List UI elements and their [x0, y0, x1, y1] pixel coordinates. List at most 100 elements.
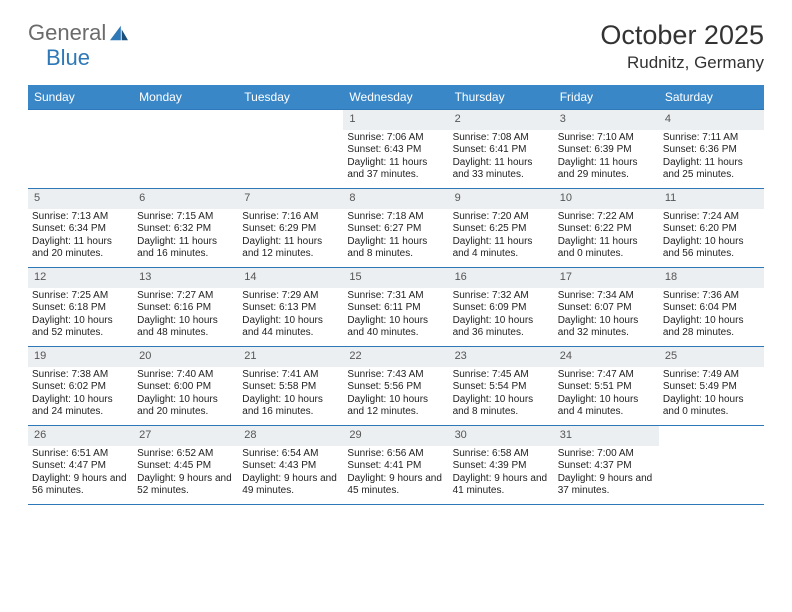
day-number: 27	[133, 426, 238, 446]
day-cell	[659, 426, 764, 504]
daylight-text: Daylight: 10 hours and 12 minutes.	[347, 394, 444, 419]
day-body: Sunrise: 7:40 AMSunset: 6:00 PMDaylight:…	[133, 367, 238, 423]
daylight-text: Daylight: 11 hours and 8 minutes.	[347, 236, 444, 261]
day-number: 6	[133, 189, 238, 209]
day-body: Sunrise: 7:13 AMSunset: 6:34 PMDaylight:…	[28, 209, 133, 265]
sunrise-text: Sunrise: 7:34 AM	[558, 290, 655, 303]
day-body: Sunrise: 7:45 AMSunset: 5:54 PMDaylight:…	[449, 367, 554, 423]
day-body: Sunrise: 7:43 AMSunset: 5:56 PMDaylight:…	[343, 367, 448, 423]
logo-text-general: General	[28, 20, 106, 46]
day-cell: 27Sunrise: 6:52 AMSunset: 4:45 PMDayligh…	[133, 426, 238, 504]
day-cell: 24Sunrise: 7:47 AMSunset: 5:51 PMDayligh…	[554, 347, 659, 425]
sunrise-text: Sunrise: 7:22 AM	[558, 211, 655, 224]
day-cell: 29Sunrise: 6:56 AMSunset: 4:41 PMDayligh…	[343, 426, 448, 504]
sunset-text: Sunset: 6:43 PM	[347, 144, 444, 157]
month-year: October 2025	[600, 20, 764, 51]
day-cell: 19Sunrise: 7:38 AMSunset: 6:02 PMDayligh…	[28, 347, 133, 425]
day-cell: 8Sunrise: 7:18 AMSunset: 6:27 PMDaylight…	[343, 189, 448, 267]
sunset-text: Sunset: 6:20 PM	[663, 223, 760, 236]
daylight-text: Daylight: 10 hours and 56 minutes.	[663, 236, 760, 261]
day-number: 9	[449, 189, 554, 209]
day-number: 10	[554, 189, 659, 209]
day-cell: 25Sunrise: 7:49 AMSunset: 5:49 PMDayligh…	[659, 347, 764, 425]
day-number: 19	[28, 347, 133, 367]
daylight-text: Daylight: 9 hours and 52 minutes.	[137, 473, 234, 498]
dayname-row: Sunday Monday Tuesday Wednesday Thursday…	[28, 85, 764, 109]
daylight-text: Daylight: 10 hours and 40 minutes.	[347, 315, 444, 340]
daylight-text: Daylight: 11 hours and 12 minutes.	[242, 236, 339, 261]
sunset-text: Sunset: 4:47 PM	[32, 460, 129, 473]
daylight-text: Daylight: 10 hours and 36 minutes.	[453, 315, 550, 340]
sunrise-text: Sunrise: 6:54 AM	[242, 448, 339, 461]
logo-sail-icon	[108, 24, 130, 42]
logo: General	[28, 20, 132, 46]
sunset-text: Sunset: 6:11 PM	[347, 302, 444, 315]
sunset-text: Sunset: 6:04 PM	[663, 302, 760, 315]
sunset-text: Sunset: 4:45 PM	[137, 460, 234, 473]
day-cell	[238, 110, 343, 188]
sunset-text: Sunset: 5:58 PM	[242, 381, 339, 394]
sunset-text: Sunset: 6:07 PM	[558, 302, 655, 315]
sunset-text: Sunset: 4:41 PM	[347, 460, 444, 473]
day-cell: 7Sunrise: 7:16 AMSunset: 6:29 PMDaylight…	[238, 189, 343, 267]
sunrise-text: Sunrise: 7:00 AM	[558, 448, 655, 461]
daylight-text: Daylight: 10 hours and 8 minutes.	[453, 394, 550, 419]
day-number: 18	[659, 268, 764, 288]
daylight-text: Daylight: 9 hours and 41 minutes.	[453, 473, 550, 498]
day-number: 12	[28, 268, 133, 288]
day-body: Sunrise: 7:24 AMSunset: 6:20 PMDaylight:…	[659, 209, 764, 265]
sunrise-text: Sunrise: 6:58 AM	[453, 448, 550, 461]
sunrise-text: Sunrise: 7:20 AM	[453, 211, 550, 224]
sunset-text: Sunset: 6:00 PM	[137, 381, 234, 394]
sunset-text: Sunset: 5:51 PM	[558, 381, 655, 394]
day-cell: 12Sunrise: 7:25 AMSunset: 6:18 PMDayligh…	[28, 268, 133, 346]
sunset-text: Sunset: 6:25 PM	[453, 223, 550, 236]
sunrise-text: Sunrise: 7:31 AM	[347, 290, 444, 303]
day-number: 25	[659, 347, 764, 367]
day-number: 11	[659, 189, 764, 209]
sunset-text: Sunset: 6:27 PM	[347, 223, 444, 236]
dayname-mon: Monday	[133, 85, 238, 109]
sunset-text: Sunset: 6:02 PM	[32, 381, 129, 394]
sunrise-text: Sunrise: 7:27 AM	[137, 290, 234, 303]
day-body: Sunrise: 7:34 AMSunset: 6:07 PMDaylight:…	[554, 288, 659, 344]
day-number: 16	[449, 268, 554, 288]
dayname-fri: Friday	[554, 85, 659, 109]
sunrise-text: Sunrise: 6:51 AM	[32, 448, 129, 461]
sunset-text: Sunset: 4:37 PM	[558, 460, 655, 473]
day-cell: 21Sunrise: 7:41 AMSunset: 5:58 PMDayligh…	[238, 347, 343, 425]
location: Rudnitz, Germany	[600, 53, 764, 73]
daylight-text: Daylight: 9 hours and 49 minutes.	[242, 473, 339, 498]
dayname-wed: Wednesday	[343, 85, 448, 109]
weeks-container: 1Sunrise: 7:06 AMSunset: 6:43 PMDaylight…	[28, 109, 764, 505]
day-number: 30	[449, 426, 554, 446]
day-cell	[28, 110, 133, 188]
day-cell: 4Sunrise: 7:11 AMSunset: 6:36 PMDaylight…	[659, 110, 764, 188]
calendar-page: General October 2025 Rudnitz, Germany Bl…	[0, 0, 792, 515]
day-number: 8	[343, 189, 448, 209]
sunrise-text: Sunrise: 7:29 AM	[242, 290, 339, 303]
day-cell: 15Sunrise: 7:31 AMSunset: 6:11 PMDayligh…	[343, 268, 448, 346]
day-cell: 31Sunrise: 7:00 AMSunset: 4:37 PMDayligh…	[554, 426, 659, 504]
daylight-text: Daylight: 10 hours and 32 minutes.	[558, 315, 655, 340]
sunset-text: Sunset: 6:09 PM	[453, 302, 550, 315]
sunrise-text: Sunrise: 7:24 AM	[663, 211, 760, 224]
sunrise-text: Sunrise: 7:16 AM	[242, 211, 339, 224]
day-body: Sunrise: 7:22 AMSunset: 6:22 PMDaylight:…	[554, 209, 659, 265]
sunrise-text: Sunrise: 7:49 AM	[663, 369, 760, 382]
sunrise-text: Sunrise: 7:43 AM	[347, 369, 444, 382]
day-cell: 3Sunrise: 7:10 AMSunset: 6:39 PMDaylight…	[554, 110, 659, 188]
day-cell: 14Sunrise: 7:29 AMSunset: 6:13 PMDayligh…	[238, 268, 343, 346]
daylight-text: Daylight: 10 hours and 16 minutes.	[242, 394, 339, 419]
day-body: Sunrise: 7:10 AMSunset: 6:39 PMDaylight:…	[554, 130, 659, 186]
sunset-text: Sunset: 4:43 PM	[242, 460, 339, 473]
day-cell: 1Sunrise: 7:06 AMSunset: 6:43 PMDaylight…	[343, 110, 448, 188]
day-number: 22	[343, 347, 448, 367]
daylight-text: Daylight: 10 hours and 52 minutes.	[32, 315, 129, 340]
day-cell: 5Sunrise: 7:13 AMSunset: 6:34 PMDaylight…	[28, 189, 133, 267]
sunrise-text: Sunrise: 7:47 AM	[558, 369, 655, 382]
sunset-text: Sunset: 6:41 PM	[453, 144, 550, 157]
day-body: Sunrise: 7:29 AMSunset: 6:13 PMDaylight:…	[238, 288, 343, 344]
week-row: 26Sunrise: 6:51 AMSunset: 4:47 PMDayligh…	[28, 425, 764, 505]
day-body: Sunrise: 6:52 AMSunset: 4:45 PMDaylight:…	[133, 446, 238, 502]
